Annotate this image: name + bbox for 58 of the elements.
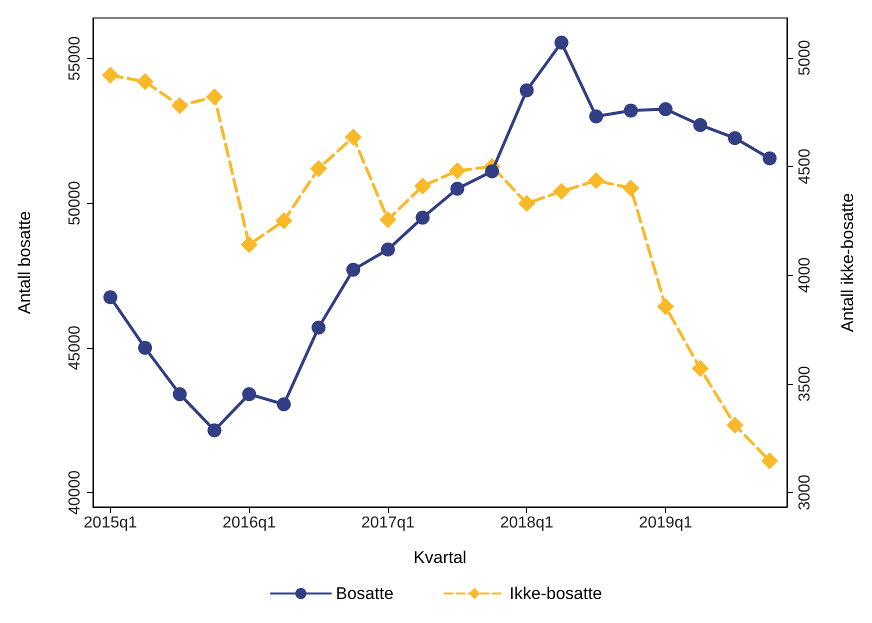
point (276, 397, 291, 412)
point (450, 182, 464, 196)
y2-tick-label: 3500 (796, 366, 814, 402)
point (657, 298, 674, 316)
y-tick-label: 50000 (66, 180, 84, 226)
point (136, 73, 154, 90)
x-tick-label: 2016q1 (222, 514, 276, 532)
point (761, 452, 778, 470)
x-axis-title: Kvartal (414, 548, 466, 567)
x-tick-label: 2017q1 (361, 514, 415, 532)
point (275, 212, 292, 230)
point (552, 182, 570, 200)
point (554, 36, 568, 50)
y2-tick-label: 5000 (796, 40, 814, 76)
point (346, 262, 360, 277)
point (310, 160, 328, 178)
x-tick-label: 2018q1 (500, 514, 554, 532)
point (520, 83, 534, 98)
point (379, 211, 396, 228)
point (588, 172, 605, 190)
point (103, 290, 118, 304)
y-tick-label: 40000 (66, 470, 84, 515)
point (622, 180, 640, 197)
point (693, 118, 708, 132)
point (624, 104, 638, 118)
point (344, 128, 362, 146)
point (171, 97, 188, 114)
x-tick-label: 2019q1 (638, 514, 692, 532)
legend-label: Bosatte (336, 584, 394, 603)
point (692, 360, 709, 378)
y-tick-label: 45000 (66, 326, 84, 370)
y2-axis-title: Antall ikke-bosatte (838, 193, 857, 332)
point (762, 151, 777, 166)
point (416, 210, 430, 225)
point (518, 194, 536, 212)
point (138, 340, 152, 355)
point (380, 242, 395, 256)
point (312, 320, 326, 335)
y-axis-title: Antall bosatte (15, 210, 34, 314)
point (207, 423, 222, 438)
point (726, 416, 744, 434)
y2-tick-label: 4500 (796, 148, 814, 184)
point (728, 131, 742, 146)
point (589, 109, 604, 124)
y2-tick-label: 3000 (796, 474, 814, 510)
point (658, 102, 673, 116)
legend-label: Ikke-bosatte (510, 584, 602, 603)
point (240, 236, 258, 254)
point (206, 88, 223, 106)
point (414, 178, 432, 194)
point (242, 387, 256, 402)
point (102, 66, 119, 84)
point (172, 387, 187, 402)
point (485, 164, 500, 178)
x-tick-label: 2015q1 (84, 514, 138, 532)
point (448, 162, 466, 180)
y-tick-label: 55000 (66, 36, 84, 81)
y2-tick-label: 4000 (796, 257, 814, 293)
